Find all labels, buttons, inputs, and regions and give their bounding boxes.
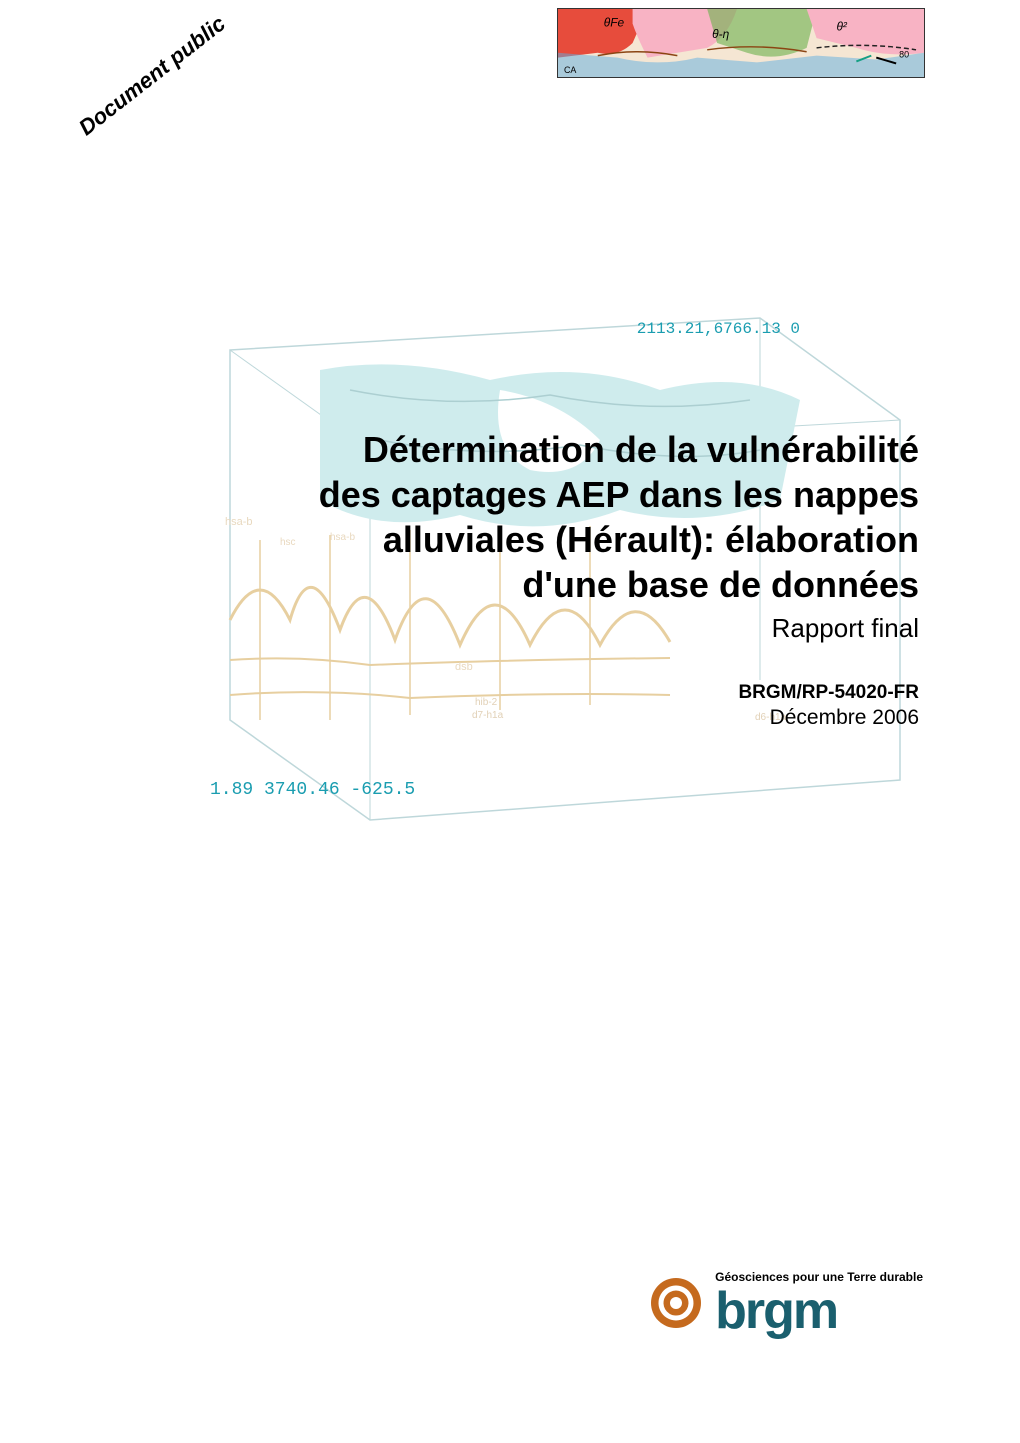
title-line-4: d'une base de données xyxy=(522,564,919,605)
title-line-1: Détermination de la vulnérabilité xyxy=(363,429,919,470)
title-block: Détermination de la vulnérabilité des ca… xyxy=(249,427,919,730)
title-line-3: alluviales (Hérault): élaboration xyxy=(383,519,919,560)
document-public-stamp: Document public xyxy=(74,11,231,141)
brgm-wordmark: brgm xyxy=(715,1288,837,1335)
svg-text:θFe: θFe xyxy=(604,17,625,30)
coord-label-top: 2113.21,6766.13 0 xyxy=(637,320,800,338)
title-line-2: des captages AEP dans les nappes xyxy=(319,474,919,515)
svg-text:CA: CA xyxy=(564,65,577,75)
brgm-logo-badge xyxy=(649,1276,703,1330)
svg-text:80: 80 xyxy=(899,50,909,60)
geological-map-strip: θFe θ-η θ² CA 80 xyxy=(557,8,925,78)
svg-text:θ²: θ² xyxy=(836,20,848,33)
main-title: Détermination de la vulnérabilité des ca… xyxy=(249,427,919,607)
brgm-logo: Géosciences pour une Terre durable brgm xyxy=(649,1270,923,1335)
report-date: Décembre 2006 xyxy=(249,706,919,730)
coord-label-bottom: 1.89 3740.46 -625.5 xyxy=(210,780,415,800)
report-reference: BRGM/RP-54020-FR xyxy=(249,682,919,704)
svg-text:θ-η: θ-η xyxy=(712,28,730,41)
subtitle: Rapport final xyxy=(249,613,919,644)
